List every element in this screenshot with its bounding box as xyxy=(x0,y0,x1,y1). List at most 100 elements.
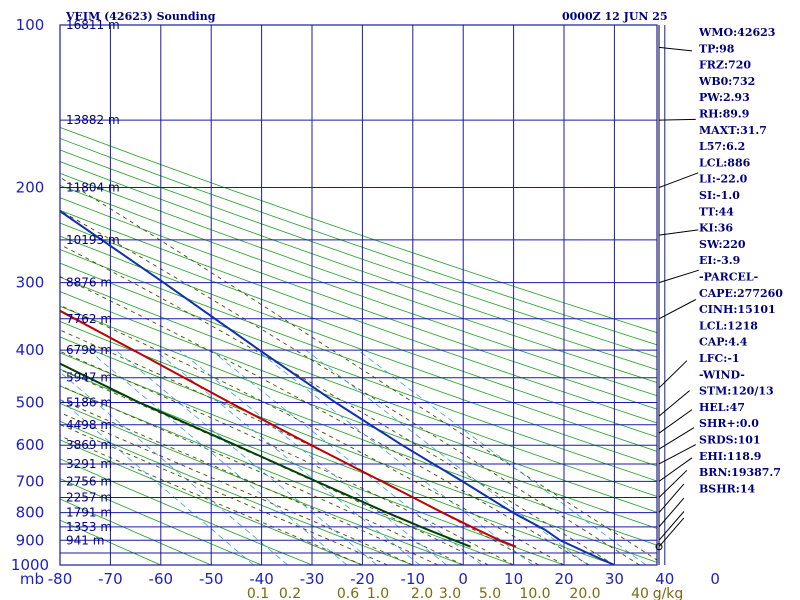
height-label: 13882 m xyxy=(66,113,120,127)
wind-barb xyxy=(658,46,693,52)
index-item: HEL:47 xyxy=(699,401,745,414)
wind-barb xyxy=(658,409,693,434)
wind-barb xyxy=(658,427,695,450)
dry-adiabat xyxy=(60,235,657,452)
pressure-tick-label: 400 xyxy=(16,341,45,359)
moist-adiabat xyxy=(60,350,514,565)
temp-tick-label: -40 xyxy=(249,570,274,588)
temp-tick-label: -30 xyxy=(300,570,325,588)
dry-adiabat xyxy=(60,149,657,358)
height-label: 2257 m xyxy=(66,491,112,505)
mixing-ratio-label: 0.2 xyxy=(279,586,301,600)
wind-barb xyxy=(658,483,685,513)
dry-adiabat xyxy=(60,305,657,529)
dry-adiabat xyxy=(60,249,657,467)
wind-barb xyxy=(658,269,699,284)
index-item: RH:89.9 xyxy=(699,108,749,121)
moist-adiabat xyxy=(60,304,565,565)
index-item: LCL:886 xyxy=(699,156,751,169)
wind-barb xyxy=(658,299,697,320)
wind-barb xyxy=(658,497,685,528)
index-item: BSHR:14 xyxy=(699,482,755,495)
index-item: WB0:732 xyxy=(698,75,755,88)
pressure-tick-label: 300 xyxy=(16,274,45,292)
index-item: -PARCEL- xyxy=(699,271,758,284)
dry-adiabat xyxy=(60,262,657,482)
y-axis-unit: mb xyxy=(20,570,44,588)
height-label: 8876 m xyxy=(66,276,112,290)
index-item: CAPE:277260 xyxy=(699,287,783,300)
index-item: EHI:118.9 xyxy=(699,450,761,463)
wind-barb xyxy=(658,229,699,236)
mixing-ratio-label: 10.0 xyxy=(519,586,550,600)
height-label: 16811 m xyxy=(66,18,120,32)
index-item: PW:2.93 xyxy=(699,91,750,104)
dry-adiabat xyxy=(60,184,657,397)
temp-tick-label: 30 xyxy=(605,570,624,588)
height-label: 7762 m xyxy=(66,312,112,326)
height-label: 4498 m xyxy=(66,418,112,432)
temp-tick-label: -80 xyxy=(48,570,73,588)
temp-tick-label: 20 xyxy=(554,570,573,588)
dry-adiabat xyxy=(60,420,413,565)
pressure-tick-label: 800 xyxy=(16,504,45,522)
index-item: SW:220 xyxy=(699,238,746,251)
index-item: L57:6.2 xyxy=(699,140,745,153)
dry-adiabat xyxy=(60,222,657,438)
index-item: EI:-3.9 xyxy=(699,254,740,267)
temp-tick-label: 0 xyxy=(458,570,468,588)
wind-barb xyxy=(658,517,685,548)
temp-tick-label: 0 xyxy=(710,570,720,588)
dry-adiabat xyxy=(60,197,657,410)
wind-barb xyxy=(658,469,688,498)
calm-wind-circle xyxy=(655,543,663,551)
moist-adiabat xyxy=(60,385,464,565)
index-item: CINH:15101 xyxy=(699,303,776,316)
mixing-ratio-label: 0.1 xyxy=(247,586,269,600)
dry-adiabat xyxy=(60,126,657,334)
index-item: SHR+:0.0 xyxy=(699,417,759,430)
index-list: WMO:42623 TP:98 FRZ:720 WB0:732 PW:2.93 RH:89… xyxy=(698,26,783,495)
mixing-ratio-label: 40 xyxy=(631,586,649,600)
height-label: 3291 m xyxy=(66,457,112,471)
profile-line-2 xyxy=(60,209,615,565)
sounding-profiles xyxy=(60,209,615,565)
wind-barb xyxy=(658,390,690,417)
moist-adiabat xyxy=(60,412,413,565)
mixing-ratio-label: g/kg xyxy=(653,586,684,600)
temp-tick-label: -70 xyxy=(98,570,123,588)
height-label: 5947 m xyxy=(66,371,112,385)
index-item: TP:98 xyxy=(699,42,735,55)
temp-tick-label: -60 xyxy=(149,570,174,588)
pressure-tick-label: 700 xyxy=(16,472,45,490)
temp-tick-label: -50 xyxy=(199,570,224,588)
mixing-ratio-label: 2.0 xyxy=(411,586,433,600)
plot-frame xyxy=(59,24,658,566)
height-label: 5186 m xyxy=(66,395,112,409)
mixing-ratio-line xyxy=(210,349,483,565)
dry-adiabat xyxy=(60,291,657,513)
index-item: -WIND- xyxy=(699,368,745,381)
wind-barb xyxy=(658,457,693,482)
dry-adiabats xyxy=(60,126,657,565)
pressure-tick-label: 900 xyxy=(16,531,45,549)
dry-adiabat xyxy=(60,138,657,346)
index-item: SI:-1.0 xyxy=(699,189,740,202)
profile-line-1 xyxy=(60,362,471,548)
pressure-tick-label: 600 xyxy=(16,436,45,454)
mixing-ratio-label: 1.0 xyxy=(367,586,389,600)
height-label: 941 m xyxy=(66,533,104,547)
index-item: KI:36 xyxy=(699,222,733,235)
index-item: LFC:-1 xyxy=(699,352,740,365)
index-item: TT:44 xyxy=(699,205,734,218)
temp-tick-label: 10 xyxy=(504,570,523,588)
wind-barb xyxy=(658,444,697,465)
mixing-ratio-line xyxy=(357,349,647,565)
temp-tick-label: -20 xyxy=(350,570,375,588)
wind-barb xyxy=(658,360,688,389)
mixing-ratio-label: 0.6 xyxy=(337,586,359,600)
mixing-ratio-line xyxy=(305,349,589,565)
index-item: CAP:4.4 xyxy=(699,336,748,349)
